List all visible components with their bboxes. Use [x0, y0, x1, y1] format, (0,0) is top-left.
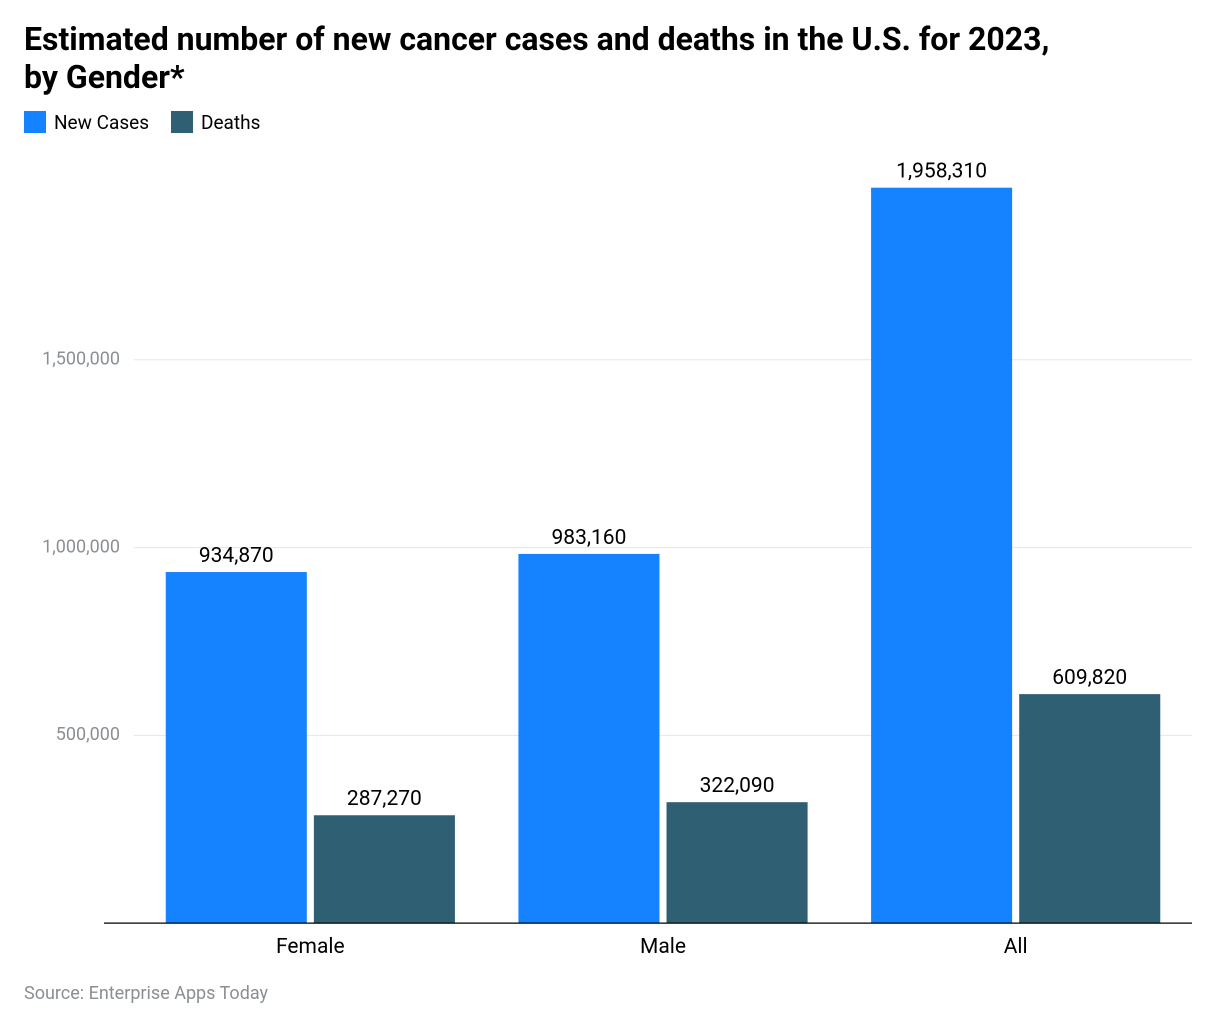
y-tick-label: 1,500,000	[42, 348, 120, 369]
y-tick-label: 500,000	[56, 724, 120, 745]
bar-deaths-male	[667, 802, 808, 923]
bar-new-cases-all	[871, 187, 1012, 922]
y-tick-label: 1,000,000	[42, 536, 120, 557]
source-prefix: Source:	[24, 983, 89, 1004]
bar-label: 1,958,310	[896, 159, 987, 183]
legend-label-deaths: Deaths	[201, 111, 260, 134]
legend-swatch-new-cases	[24, 111, 46, 133]
legend: New Cases Deaths	[24, 111, 1196, 134]
legend-swatch-deaths	[171, 111, 193, 133]
legend-item-new-cases: New Cases	[24, 111, 149, 134]
source-text: Enterprise Apps Today	[89, 983, 268, 1004]
bar-label: 322,090	[700, 774, 775, 798]
legend-label-new-cases: New Cases	[54, 111, 149, 134]
x-tick-label: Male	[640, 935, 686, 959]
x-tick-label: Female	[276, 935, 345, 959]
bar-new-cases-female	[166, 572, 307, 923]
bar-label: 609,820	[1052, 666, 1127, 690]
bar-label: 934,870	[199, 544, 274, 568]
x-tick-label: All	[1004, 935, 1028, 959]
chart-title: Estimated number of new cancer cases and…	[24, 20, 1074, 97]
bar-deaths-female	[314, 815, 455, 923]
bar-label: 983,160	[551, 526, 626, 550]
bar-new-cases-male	[518, 554, 659, 923]
chart-svg: 500,000 1,000,000 1,500,000 934,870 287,270 F…	[24, 152, 1196, 973]
bar-deaths-all	[1019, 694, 1160, 923]
legend-item-deaths: Deaths	[171, 111, 260, 134]
chart-source: Source: Enterprise Apps Today	[24, 983, 1196, 1004]
chart-plot: 500,000 1,000,000 1,500,000 934,870 287,270 F…	[24, 152, 1196, 973]
bar-label: 287,270	[347, 787, 422, 811]
